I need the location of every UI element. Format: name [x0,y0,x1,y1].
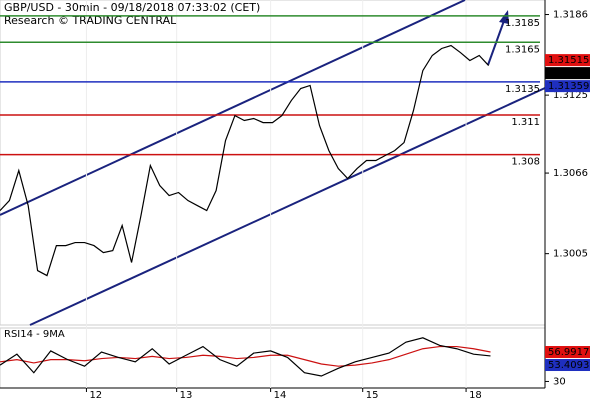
price-tag-label: 56.9917 [548,347,589,358]
price-tag [545,359,590,372]
chart-title: GBP/USD - 30min - 09/18/2018 07:33:02 (C… [4,1,260,14]
chart-subtitle: Research © TRADING CENTRAL [4,14,177,27]
rsi-title: RSI14 - 9MA [4,329,65,340]
channel-lower [29,87,546,326]
x-tick-label: 15 [366,390,379,400]
x-tick-label: 12 [89,390,102,400]
x-tick-label: 13 [180,390,193,400]
arrow-head [499,10,509,24]
level-label: 1.3165 [505,44,540,55]
x-tick-label: 14 [274,390,287,400]
channel-upper [0,0,466,216]
level-label: 1.3135 [505,84,540,95]
y-tick-label: 1.3125 [553,90,588,101]
price-tag-label: 1.31515 [548,55,589,66]
level-label: 1.3185 [505,18,540,29]
price-tag-label: 1.31359 [548,81,589,92]
x-tick-label: 18 [469,390,482,400]
price-tag [545,67,590,80]
y-tick-label: 30 [553,376,566,387]
y-tick-label: 1.3186 [553,10,588,21]
rsi-line [0,337,491,377]
price-tag-label: 53.4093 [548,360,589,371]
price-tag [545,54,590,67]
y-tick-label: 1.3066 [553,168,588,179]
y-tick-label: 1.3005 [553,249,588,260]
level-label: 1.308 [511,157,540,168]
price-line [0,44,490,277]
rsi-panel [0,327,546,389]
price-tag [545,346,590,359]
price-panel [0,0,546,326]
price-tag [545,80,590,93]
rsi-ma-line [0,345,491,367]
level-label: 1.311 [511,117,540,128]
forecast-arrow [487,17,506,66]
price-tag-label: 1.3151 [548,68,583,79]
